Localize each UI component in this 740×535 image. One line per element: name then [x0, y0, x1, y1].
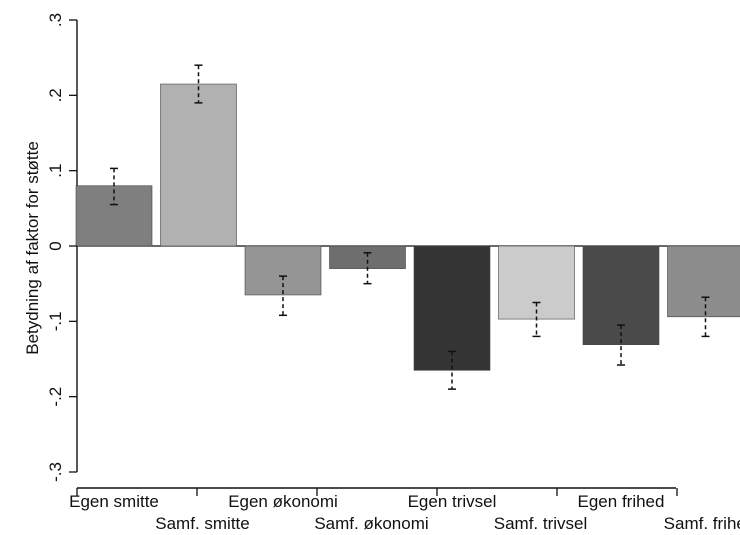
- x-category-label: Egen frihed: [578, 492, 665, 511]
- y-ticks: .3 .2 .1 0 -.1 -.2 -.3: [46, 13, 77, 482]
- y-tick-label: .1: [46, 164, 65, 178]
- y-tick-label: -.1: [46, 311, 65, 331]
- bar: [413, 245, 491, 371]
- y-axis-label: Betydning af faktor for støtte: [23, 141, 42, 355]
- error-bars: [110, 64, 710, 390]
- x-category-label: Samf. trivsel: [494, 514, 588, 533]
- x-category-label: Egen smitte: [69, 492, 159, 511]
- x-category-labels: Egen smitte Samf. smitte Egen økonomi Samf.…: [69, 488, 740, 533]
- x-category-label: Samf. smitte: [155, 514, 249, 533]
- bar: [329, 245, 406, 269]
- bar: [75, 185, 153, 247]
- bar: [244, 245, 322, 296]
- y-tick-label: .2: [46, 88, 65, 102]
- bars: [75, 83, 740, 371]
- bar: [582, 245, 660, 345]
- y-tick-label: -.3: [46, 462, 65, 482]
- y-tick-label: 0: [46, 241, 65, 250]
- bar: [160, 83, 237, 247]
- x-category-label: Samf. frihed: [664, 514, 740, 533]
- x-category-label: Egen økonomi: [228, 492, 338, 511]
- bar: [498, 245, 575, 320]
- x-category-label: Egen trivsel: [408, 492, 497, 511]
- y-tick-label: -.2: [46, 387, 65, 407]
- x-category-label: Samf. økonomi: [314, 514, 428, 533]
- bar: [667, 245, 740, 318]
- y-tick-label: .3: [46, 13, 65, 27]
